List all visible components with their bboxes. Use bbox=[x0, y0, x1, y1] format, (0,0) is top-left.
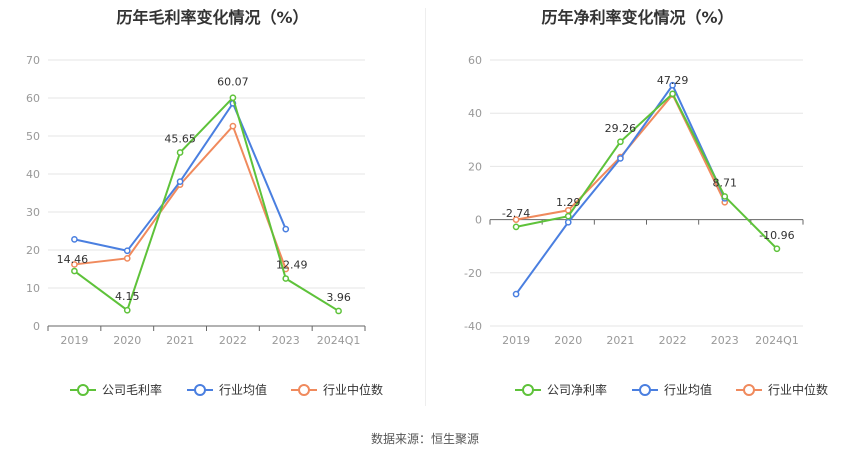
x-tick-label: 2019 bbox=[502, 334, 530, 347]
y-tick-label: 20 bbox=[26, 244, 40, 257]
y-tick-label: 60 bbox=[468, 54, 482, 67]
data-point bbox=[512, 216, 520, 223]
y-tick-label: -40 bbox=[464, 320, 482, 333]
data-point bbox=[564, 218, 572, 226]
series-line bbox=[74, 124, 287, 270]
data-point bbox=[617, 138, 624, 146]
data-label: 29.26 bbox=[605, 122, 637, 135]
x-tick-label: 2023 bbox=[711, 334, 739, 347]
legend-marker-dot bbox=[522, 384, 534, 396]
data-point bbox=[71, 236, 78, 243]
y-tick-label: 0 bbox=[33, 320, 40, 333]
chart-title: 历年毛利率变化情况（%） bbox=[116, 8, 309, 27]
data-label: 8.71 bbox=[713, 176, 738, 189]
data-point bbox=[229, 94, 237, 102]
data-label: 12.49 bbox=[276, 259, 308, 272]
y-tick-label: 40 bbox=[26, 168, 40, 181]
legend-marker-dot bbox=[298, 384, 310, 396]
data-source-note: 数据来源：恒生聚源 bbox=[370, 432, 479, 446]
panel-divider bbox=[425, 8, 426, 406]
data-label: 1.29 bbox=[556, 196, 581, 209]
net-margin-plot: -40 -20 0 20 40 60 2019 2020 2021 2022 2023 2024Q1 -… bbox=[464, 54, 828, 397]
data-point bbox=[721, 193, 729, 200]
chart-title: 历年净利率变化情况（%） bbox=[541, 8, 734, 27]
y-tick-label: 50 bbox=[26, 130, 40, 143]
x-tick-label: 2020 bbox=[554, 334, 582, 347]
data-label: 45.65 bbox=[164, 133, 196, 146]
x-tick-label: 2021 bbox=[166, 334, 194, 347]
legend-label: 行业中位数 bbox=[768, 382, 828, 397]
y-tick-label: 10 bbox=[26, 282, 40, 295]
legend-marker-dot bbox=[639, 384, 651, 396]
data-point bbox=[123, 306, 131, 314]
legend-label: 公司净利率 bbox=[547, 382, 607, 397]
y-tick-label: 60 bbox=[26, 92, 40, 105]
data-point bbox=[123, 247, 131, 255]
data-point bbox=[229, 122, 237, 130]
data-point bbox=[176, 149, 184, 156]
data-label: -10.96 bbox=[759, 229, 794, 242]
data-point bbox=[564, 212, 572, 220]
legend-marker-dot bbox=[77, 384, 89, 396]
data-point bbox=[71, 267, 78, 275]
data-point bbox=[335, 307, 342, 315]
x-tick-label: 2022 bbox=[219, 334, 247, 347]
gross-margin-chart: 历年毛利率变化情况（%） 0 10 20 30 40 50 60 70 2019 2020 2021… bbox=[0, 0, 425, 420]
legend-label: 公司毛利率 bbox=[102, 382, 162, 397]
x-tick-label: 2020 bbox=[113, 334, 141, 347]
legend-label: 行业均值 bbox=[219, 382, 267, 397]
data-label: 60.07 bbox=[217, 76, 249, 89]
x-tick-label: 2023 bbox=[272, 334, 300, 347]
data-point bbox=[512, 290, 520, 298]
data-point bbox=[123, 255, 131, 262]
data-point bbox=[176, 178, 184, 185]
series-line bbox=[73, 95, 340, 312]
data-label: -2.74 bbox=[502, 207, 530, 220]
data-point bbox=[669, 81, 676, 89]
y-tick-label: 40 bbox=[468, 107, 482, 120]
legend-label: 行业中位数 bbox=[323, 382, 383, 397]
x-tick-label: 2024Q1 bbox=[317, 334, 361, 347]
x-tick-label: 2021 bbox=[606, 334, 634, 347]
series-line bbox=[74, 101, 287, 252]
data-point bbox=[669, 90, 676, 98]
x-tick-label: 2022 bbox=[659, 334, 687, 347]
y-tick-label: 20 bbox=[468, 160, 482, 173]
net-margin-chart: 历年净利率变化情况（%） -40 -20 0 20 40 60 2019 2020 2021 20… bbox=[425, 0, 850, 420]
legend-marker-dot bbox=[194, 384, 206, 396]
x-tick-label: 2024Q1 bbox=[755, 334, 799, 347]
y-tick-label: -20 bbox=[464, 267, 482, 280]
legend-marker-dot bbox=[743, 384, 755, 396]
data-label: 47.29 bbox=[657, 74, 689, 87]
gross-margin-plot: 0 10 20 30 40 50 60 70 2019 2020 2021 2022 2023 2024Q… bbox=[26, 54, 383, 397]
data-label: 14.46 bbox=[57, 253, 89, 266]
x-tick-label: 2019 bbox=[60, 334, 88, 347]
data-point bbox=[512, 223, 520, 231]
y-tick-label: 70 bbox=[26, 54, 40, 67]
data-point bbox=[773, 245, 781, 253]
data-point bbox=[617, 155, 624, 162]
y-tick-label: 30 bbox=[26, 206, 40, 219]
y-tick-label: 0 bbox=[475, 214, 482, 227]
data-point bbox=[282, 275, 290, 282]
data-label: 3.96 bbox=[326, 291, 351, 304]
data-point bbox=[71, 261, 78, 268]
legend-label: 行业均值 bbox=[664, 382, 712, 397]
data-point bbox=[282, 225, 290, 233]
data-label: 4.15 bbox=[115, 290, 140, 303]
series-line bbox=[515, 92, 778, 250]
series-line bbox=[515, 83, 726, 295]
